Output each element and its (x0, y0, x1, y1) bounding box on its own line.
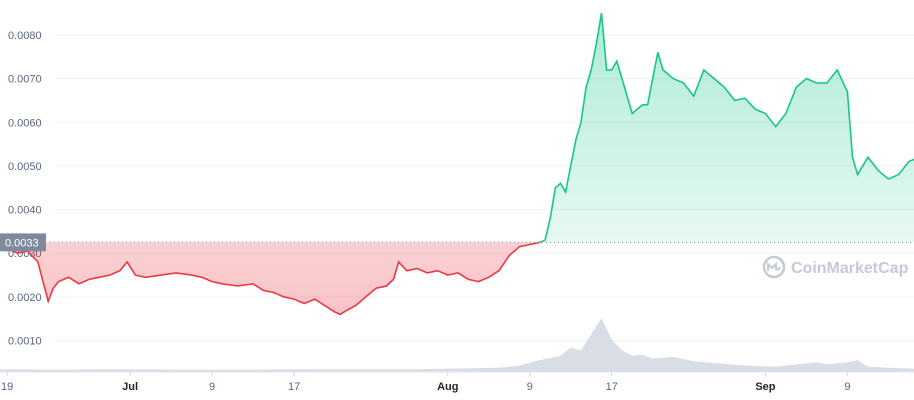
x-tick-label: 9 (527, 381, 533, 393)
x-tick-label: 9 (209, 381, 215, 393)
y-tick-label: 0.0070 (8, 74, 42, 86)
volume-area (0, 318, 914, 373)
price-line-above (0, 12, 914, 243)
x-tick-label: 9 (844, 381, 850, 393)
y-axis: 0.00100.00200.00300.00400.00500.00600.00… (8, 30, 42, 348)
x-axis: 19 Jul 9 17 Aug 9 17 Sep 9 (1, 372, 850, 393)
x-tick-label: Aug (437, 381, 458, 393)
y-tick-label: 0.0050 (8, 161, 42, 173)
x-tick-label: 19 (1, 381, 13, 393)
y-tick-label: 0.0040 (8, 205, 42, 217)
y-tick-label: 0.0060 (8, 117, 42, 129)
coinmarketcap-logo-icon (762, 255, 786, 279)
y-tick-label: 0.0080 (8, 30, 42, 42)
reference-label-text: 0.0033 (5, 237, 39, 249)
reference-label: 0.0033 (0, 233, 46, 252)
price-line-below (2, 242, 542, 316)
price-area-above (0, 13, 914, 243)
x-tick-label: Sep (755, 381, 775, 393)
y-tick-label: 0.0020 (8, 292, 42, 304)
x-tick-label: Jul (122, 381, 138, 393)
watermark: CoinMarketCap (762, 255, 909, 279)
x-tick-label: 17 (606, 381, 618, 393)
price-area-below (3, 242, 540, 315)
volume-shape (0, 318, 914, 372)
watermark-text: CoinMarketCap (791, 260, 909, 277)
x-tick-label: 17 (288, 381, 300, 393)
y-tick-label: 0.0010 (8, 336, 42, 348)
